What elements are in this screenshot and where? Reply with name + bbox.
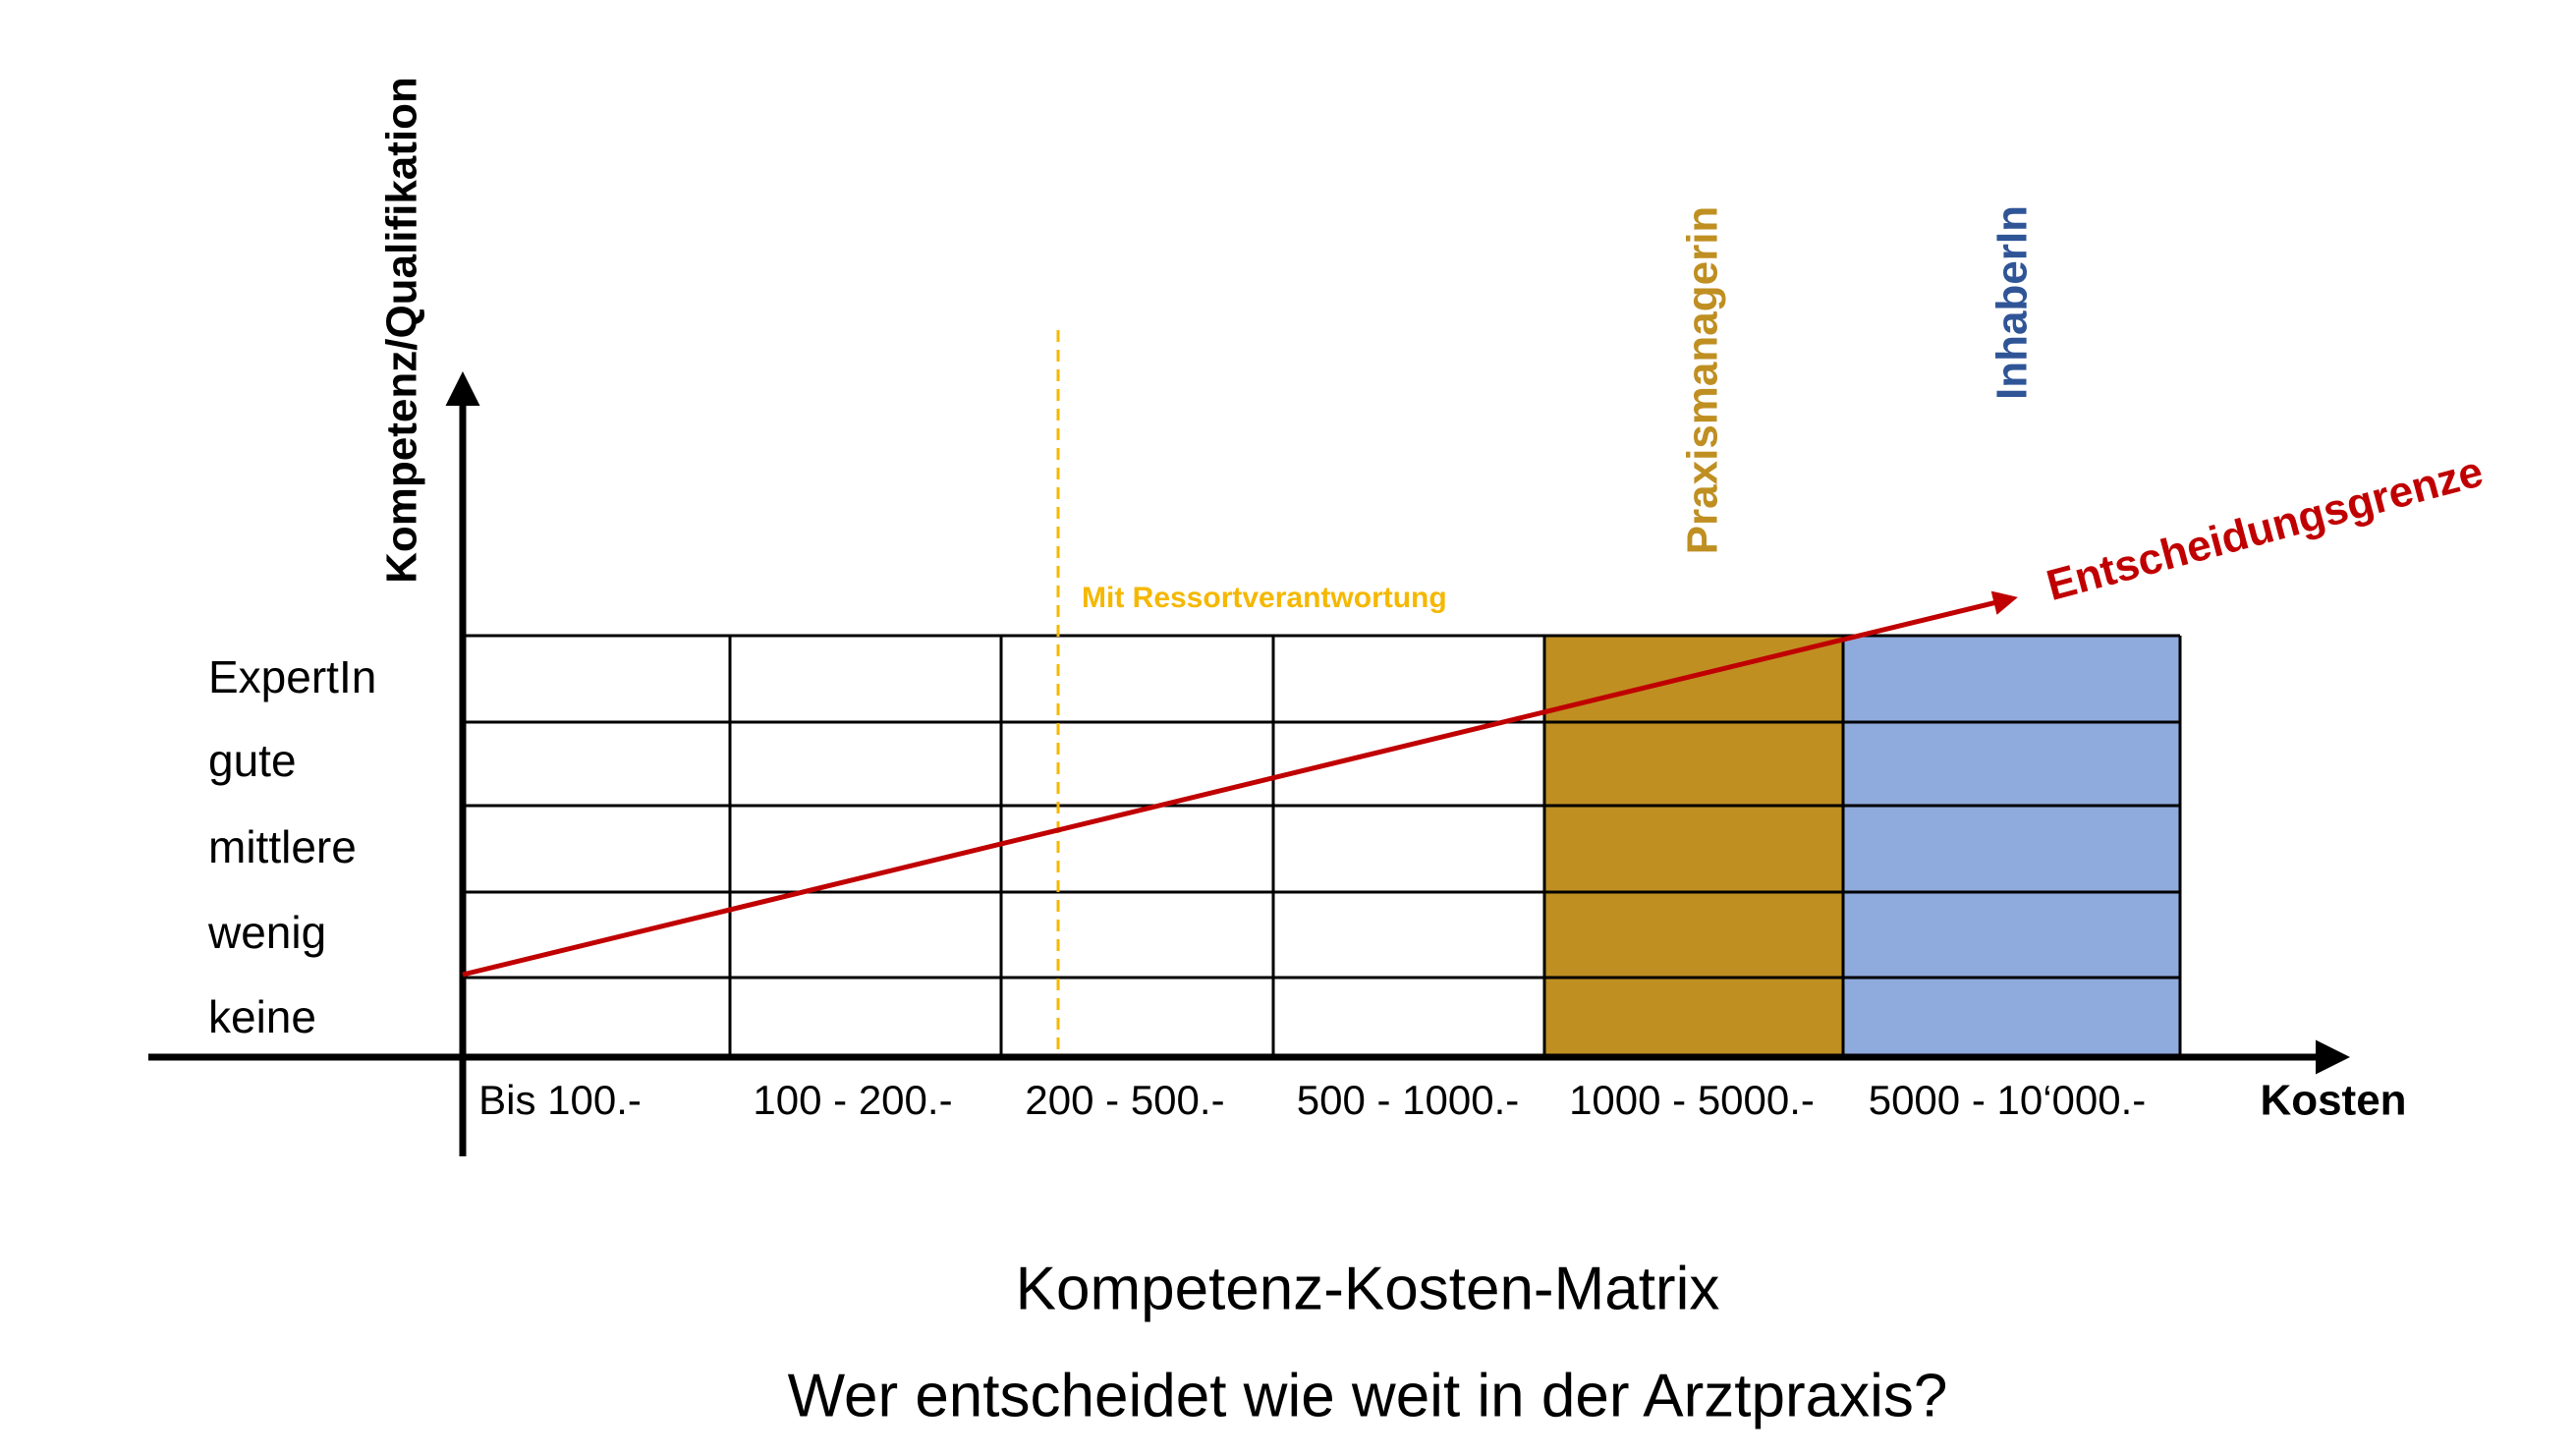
decision-line xyxy=(462,590,2018,978)
column-label: 100 - 200.- xyxy=(753,1077,952,1123)
column-label: 1000 - 5000.- xyxy=(1569,1077,1815,1123)
row-label: ExpertIn xyxy=(208,651,376,702)
column-label: 200 - 500.- xyxy=(1025,1077,1224,1123)
ressort-label: Mit Ressortverantwortung xyxy=(1082,582,1447,614)
title: Kompetenz-Kosten-Matrix xyxy=(1016,1255,1720,1322)
x-axis-label: Kosten xyxy=(2260,1077,2406,1125)
y-axis-label: Kompetenz/Qualifikation xyxy=(378,77,426,584)
row-label: mittlere xyxy=(208,821,357,872)
decision-label: Entscheidungsgrenze xyxy=(2042,447,2488,610)
row-label: keine xyxy=(208,991,316,1042)
praxismanagerin-area xyxy=(1544,636,1843,1057)
row-label: gute xyxy=(208,735,297,786)
subtitle: Wer entscheidet wie weit in der Arztprax… xyxy=(788,1362,1948,1429)
column-label: 500 - 1000.- xyxy=(1297,1077,1520,1123)
praxismanagerin-label: Praxismanagerin xyxy=(1679,206,1727,555)
inhaber-area xyxy=(1843,636,2180,1057)
row-label: wenig xyxy=(207,907,326,958)
inhaber-label: InhaberIn xyxy=(1988,205,2037,400)
column-label: 5000 - 10‘000.- xyxy=(1869,1077,2147,1123)
matrix-grid xyxy=(463,634,2182,1057)
column-label: Bis 100.- xyxy=(478,1077,642,1123)
